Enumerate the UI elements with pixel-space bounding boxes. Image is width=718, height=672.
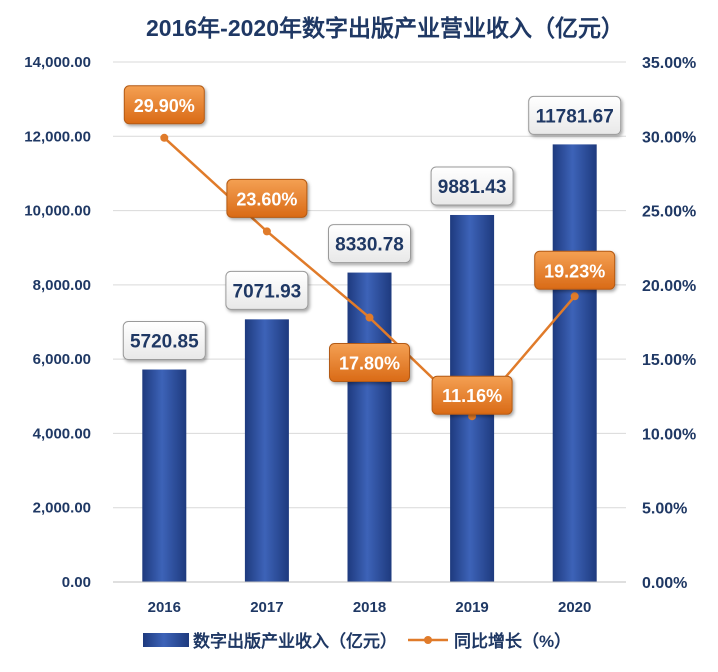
left-tick-label: 14,000.00 bbox=[24, 54, 91, 71]
right-axis: 0.00% 5.00% 10.00% 15.00% 20.00% 25.00% 30.00%… bbox=[642, 55, 696, 592]
line-point bbox=[570, 292, 579, 301]
right-tick-label: 35.00% bbox=[642, 55, 696, 72]
x-axis: 2016 2017 2018 2019 2020 bbox=[113, 581, 626, 616]
x-tick-label: 2020 bbox=[558, 599, 591, 616]
legend-line-marker bbox=[424, 636, 432, 644]
line-label-text: 29.90% bbox=[134, 96, 195, 116]
left-tick-label: 10,000.00 bbox=[24, 203, 91, 220]
left-tick-label: 12,000.00 bbox=[24, 128, 91, 145]
bar-data-label: 11781.67 bbox=[528, 95, 622, 135]
line-label-text: 17.80% bbox=[339, 354, 400, 374]
bar-label-text: 11781.67 bbox=[536, 106, 614, 127]
line-label-text: 11.16% bbox=[442, 386, 502, 406]
right-tick-label: 30.00% bbox=[642, 129, 696, 146]
line-label-text: 23.60% bbox=[236, 189, 297, 209]
left-tick-label: 6,000.00 bbox=[33, 351, 91, 368]
bar-data-label: 7071.93 bbox=[225, 270, 309, 310]
right-tick-label: 0.00% bbox=[642, 575, 687, 592]
bar-label-box bbox=[328, 224, 411, 264]
bar-data-label: 8330.78 bbox=[328, 224, 411, 264]
line-label-box bbox=[226, 178, 308, 218]
chart-title: 2016年-2020年数字出版产业营业收入（亿元） bbox=[146, 15, 624, 41]
left-axis: 0.00 2,000.00 4,000.00 6,000.00 8,000.00 10,0… bbox=[24, 54, 91, 591]
bar-label-box bbox=[430, 166, 514, 206]
line-data-label: 29.90% bbox=[123, 85, 205, 125]
x-tick-label: 2016 bbox=[148, 599, 181, 616]
right-tick-label: 25.00% bbox=[642, 204, 696, 221]
right-tick-label: 20.00% bbox=[642, 278, 696, 295]
bar-label-box bbox=[225, 270, 309, 310]
legend-line-label: 同比增长（%） bbox=[454, 631, 571, 651]
line-label-box bbox=[329, 343, 410, 383]
line-point bbox=[160, 133, 169, 142]
right-tick-label: 15.00% bbox=[642, 352, 696, 369]
left-tick-label: 2,000.00 bbox=[33, 500, 91, 517]
line-label-text: 19.23% bbox=[544, 261, 605, 281]
line-label-box bbox=[534, 250, 616, 290]
line-data-label: 11.16% bbox=[431, 375, 513, 415]
legend-bar-swatch bbox=[143, 633, 189, 647]
line-label-box bbox=[431, 375, 513, 415]
x-tick-label: 2018 bbox=[353, 599, 386, 616]
bar-label-text: 9881.43 bbox=[438, 177, 507, 198]
line-data-labels: 29.90% 23.60% 17.80% 11.16% 19.23% bbox=[123, 85, 616, 415]
bar-data-label: 5720.85 bbox=[122, 321, 206, 361]
legend: 数字出版产业收入（亿元） 同比增长（%） bbox=[143, 631, 571, 651]
bar-label-box bbox=[122, 321, 206, 361]
bar-label-text: 8330.78 bbox=[335, 235, 404, 256]
bar bbox=[552, 144, 597, 582]
left-tick-label: 4,000.00 bbox=[33, 425, 91, 442]
line-point bbox=[262, 227, 271, 236]
line-data-label: 23.60% bbox=[226, 178, 308, 218]
line-data-label: 17.80% bbox=[329, 343, 410, 383]
bar bbox=[347, 272, 392, 582]
bar-label-box bbox=[528, 95, 622, 135]
right-tick-label: 10.00% bbox=[642, 426, 696, 443]
bar bbox=[142, 369, 187, 582]
line-point bbox=[365, 313, 374, 322]
bar-label-text: 7071.93 bbox=[233, 281, 302, 302]
line-data-label: 19.23% bbox=[534, 250, 616, 290]
x-tick-label: 2019 bbox=[455, 599, 488, 616]
line-label-box bbox=[123, 85, 205, 125]
bar-label-text: 5720.85 bbox=[130, 332, 199, 353]
right-tick-label: 5.00% bbox=[642, 501, 687, 518]
x-tick-label: 2017 bbox=[250, 599, 283, 616]
left-tick-label: 8,000.00 bbox=[33, 277, 91, 294]
bar-data-label: 9881.43 bbox=[430, 166, 514, 206]
bar bbox=[244, 319, 289, 582]
legend-bar-label: 数字出版产业收入（亿元） bbox=[193, 631, 397, 651]
left-tick-label: 0.00 bbox=[62, 574, 91, 591]
bar-data-labels: 5720.85 7071.93 8330.78 9881.43 11781.67 bbox=[122, 95, 622, 361]
